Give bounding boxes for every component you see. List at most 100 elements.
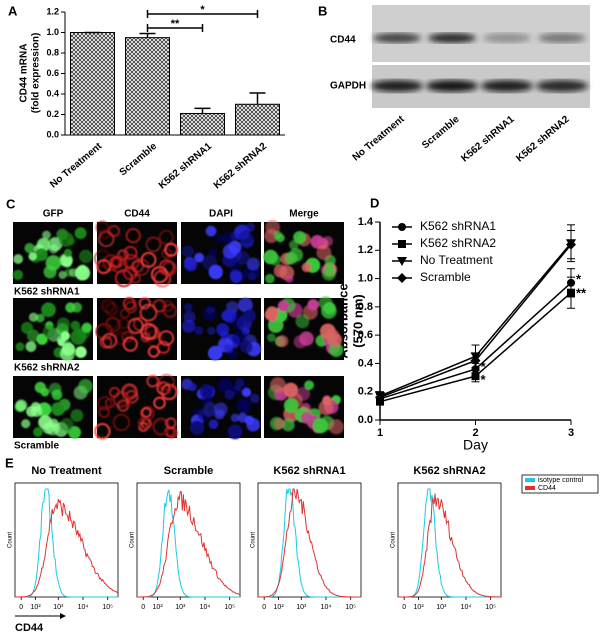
row-label: Scramble [14, 441, 59, 452]
cell [51, 402, 65, 416]
x-tick-label: 10² [274, 604, 285, 611]
cell [33, 427, 43, 437]
point [471, 365, 480, 374]
cell [318, 400, 334, 416]
cell [270, 377, 286, 393]
histogram-curve [137, 488, 240, 598]
y-axis-label: Count [251, 532, 257, 548]
cell [93, 249, 112, 268]
cell [265, 309, 278, 322]
cell [229, 270, 243, 283]
blot-band [538, 33, 586, 43]
cell [131, 259, 144, 273]
cell [312, 418, 329, 434]
blot-lane-label: Scramble [420, 114, 462, 152]
cell [97, 396, 113, 411]
histogram-curve [258, 488, 361, 598]
x-tick-label: 10⁴ [461, 604, 472, 611]
x-tick-label: 0 [141, 604, 145, 611]
blot-lane-label: No Treatment [351, 113, 408, 163]
cell [48, 244, 59, 254]
panel-label: E [5, 455, 14, 470]
cell [101, 298, 116, 314]
cell [139, 303, 158, 322]
cell [237, 412, 248, 423]
bar [180, 112, 225, 136]
x-tick-label: 1 [377, 427, 383, 439]
x-tick-label: K562 shRNA1 [157, 141, 215, 192]
cell [239, 230, 253, 244]
point [397, 257, 407, 266]
cell [81, 322, 92, 333]
significance-label: ** [171, 18, 180, 30]
histogram-curve [15, 488, 118, 598]
cell [285, 274, 294, 283]
cell [183, 310, 196, 323]
cell [281, 418, 295, 432]
bar [70, 32, 115, 136]
cell [202, 402, 218, 417]
x-tick-label: 10² [31, 604, 42, 611]
x-tick-label: 2 [472, 427, 478, 439]
cell [99, 335, 113, 349]
cells [93, 220, 179, 288]
cell [206, 304, 216, 314]
panel-label: A [8, 3, 18, 18]
cell [228, 240, 242, 254]
cell [95, 220, 109, 234]
cell [74, 265, 91, 281]
cell [138, 297, 152, 310]
cell [123, 384, 136, 398]
cell [199, 383, 214, 398]
blot-band [371, 80, 423, 92]
y-axis-label: Count [130, 532, 136, 548]
cell [238, 297, 253, 313]
cell [181, 245, 195, 258]
cell [158, 373, 176, 391]
cells [182, 297, 262, 361]
cell [79, 249, 93, 264]
x-tick-label: 10² [153, 604, 164, 611]
point [471, 372, 480, 381]
cell [227, 424, 243, 440]
y-tick-label: 1.0 [46, 27, 59, 37]
cell [304, 380, 314, 391]
blot-lane-label: K562 shRNA1 [459, 114, 517, 165]
row-label: K562 shRNA2 [14, 363, 80, 374]
cell [107, 224, 121, 238]
cell [61, 342, 76, 356]
cell [164, 242, 179, 257]
cell [267, 333, 276, 342]
y-tick-label: 0.2 [46, 109, 59, 119]
legend-label: No Treatment [420, 253, 493, 267]
cell [56, 335, 66, 346]
row-label: K562 shRNA1 [14, 287, 80, 298]
cell [233, 378, 247, 392]
cell [283, 398, 299, 413]
cell [161, 261, 178, 277]
cell [307, 299, 319, 311]
cells [267, 377, 344, 435]
cell [63, 248, 73, 258]
x-tick-label: 3 [568, 427, 574, 439]
y-tick-label: 0.0 [358, 414, 373, 426]
column-label: Merge [289, 209, 319, 220]
x-tick-label: 10³ [53, 604, 64, 611]
point [397, 273, 407, 283]
y-tick-label: 1.0 [358, 272, 373, 284]
cell [58, 270, 67, 280]
histogram-curve [398, 488, 501, 598]
cell [274, 418, 286, 430]
x-tick-label: 10³ [296, 604, 307, 611]
cell [156, 340, 171, 354]
panel-label: B [318, 3, 327, 18]
cell [15, 342, 25, 352]
cell [65, 302, 76, 313]
cell [130, 273, 141, 284]
cell [146, 374, 160, 388]
cell [188, 382, 197, 392]
cell [194, 326, 204, 335]
panel-label: D [370, 195, 379, 210]
cell [110, 256, 123, 269]
